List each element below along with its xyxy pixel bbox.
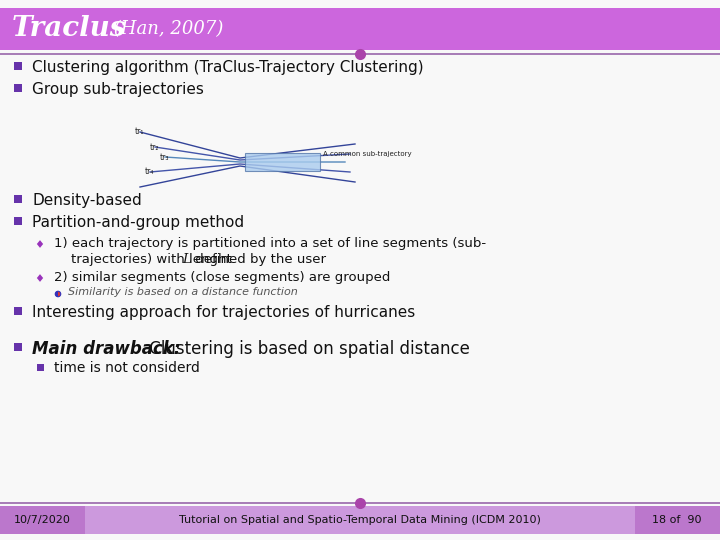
Bar xyxy=(635,506,720,534)
Text: L: L xyxy=(182,253,191,266)
Text: Tutorial on Spatial and Spatio-Temporal Data Mining (ICDM 2010): Tutorial on Spatial and Spatio-Temporal … xyxy=(179,515,541,525)
Text: tr₁: tr₁ xyxy=(135,127,145,137)
Text: tr₄: tr₄ xyxy=(145,167,154,177)
Wedge shape xyxy=(55,291,58,297)
Bar xyxy=(37,363,43,370)
Text: Density-based: Density-based xyxy=(32,193,142,208)
Text: 2) similar segments (close segments) are grouped: 2) similar segments (close segments) are… xyxy=(54,271,390,284)
Text: Clustering is based on spatial distance: Clustering is based on spatial distance xyxy=(144,340,470,358)
Text: trajectories) with lenght: trajectories) with lenght xyxy=(54,253,236,266)
Text: Group sub-trajectories: Group sub-trajectories xyxy=(32,82,204,97)
Polygon shape xyxy=(37,240,43,248)
Bar xyxy=(14,217,22,225)
Text: Similarity is based on a distance function: Similarity is based on a distance functi… xyxy=(68,287,298,297)
Text: 10/7/2020: 10/7/2020 xyxy=(14,515,71,525)
Text: tr₂: tr₂ xyxy=(150,143,160,152)
Text: A common sub-trajectory: A common sub-trajectory xyxy=(323,151,412,157)
Bar xyxy=(14,307,22,315)
Text: Traclus: Traclus xyxy=(12,16,127,43)
Text: 18 of  90: 18 of 90 xyxy=(652,515,702,525)
Text: Clustering algorithm (TraClus-Trajectory Clustering): Clustering algorithm (TraClus-Trajectory… xyxy=(32,60,423,75)
Bar xyxy=(245,153,320,171)
Bar xyxy=(14,84,22,92)
Bar xyxy=(14,343,22,351)
Bar xyxy=(0,506,720,534)
Bar xyxy=(0,8,720,50)
Text: time is not considerd: time is not considerd xyxy=(54,361,200,375)
Bar xyxy=(0,506,85,534)
Text: tr₃: tr₃ xyxy=(160,152,169,161)
Text: defined by the user: defined by the user xyxy=(191,253,326,266)
Text: Interesting approach for trajectories of hurricanes: Interesting approach for trajectories of… xyxy=(32,305,415,320)
Text: (Han, 2007): (Han, 2007) xyxy=(108,20,223,38)
Bar xyxy=(14,195,22,203)
Polygon shape xyxy=(37,274,43,282)
Text: Partition-and-group method: Partition-and-group method xyxy=(32,215,244,230)
Text: 1) each trajectory is partitioned into a set of line segments (sub-: 1) each trajectory is partitioned into a… xyxy=(54,237,486,250)
Circle shape xyxy=(55,291,60,297)
Text: Main drawback:: Main drawback: xyxy=(32,340,181,358)
Bar xyxy=(14,62,22,70)
